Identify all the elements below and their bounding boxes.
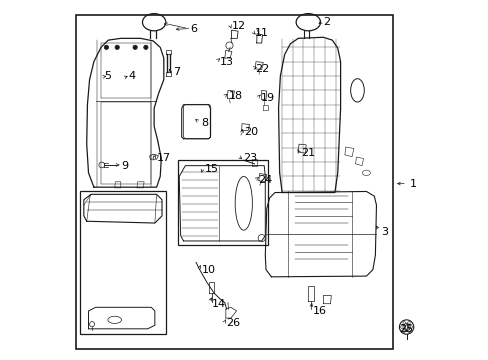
Text: 16: 16 [312,306,326,316]
Text: 25: 25 [399,324,413,334]
Text: 6: 6 [190,24,197,35]
Circle shape [133,45,137,49]
Text: 24: 24 [258,175,272,185]
Text: 4: 4 [128,71,135,81]
Text: 2: 2 [323,17,330,27]
Bar [76,15,392,348]
Text: 11: 11 [255,28,269,38]
Text: 7: 7 [172,67,180,77]
Text: 13: 13 [219,57,233,67]
Circle shape [104,45,108,49]
Circle shape [115,45,119,49]
Text: 21: 21 [301,148,315,158]
Text: 8: 8 [201,118,208,128]
Text: 23: 23 [242,153,256,163]
Text: 1: 1 [408,179,416,189]
Text: 15: 15 [204,164,219,174]
Text: 12: 12 [231,21,245,31]
Bar [178,160,267,244]
Text: 10: 10 [201,265,215,275]
Text: 14: 14 [211,299,225,309]
Text: 26: 26 [226,319,240,328]
Text: 3: 3 [380,227,387,237]
Text: 22: 22 [255,64,269,74]
Text: 9: 9 [121,161,128,171]
Circle shape [143,45,148,49]
Text: 20: 20 [244,127,258,136]
Text: 18: 18 [228,91,242,101]
Text: 19: 19 [260,93,274,103]
Text: 17: 17 [156,153,170,163]
Text: 5: 5 [104,71,111,81]
Bar [80,191,165,334]
